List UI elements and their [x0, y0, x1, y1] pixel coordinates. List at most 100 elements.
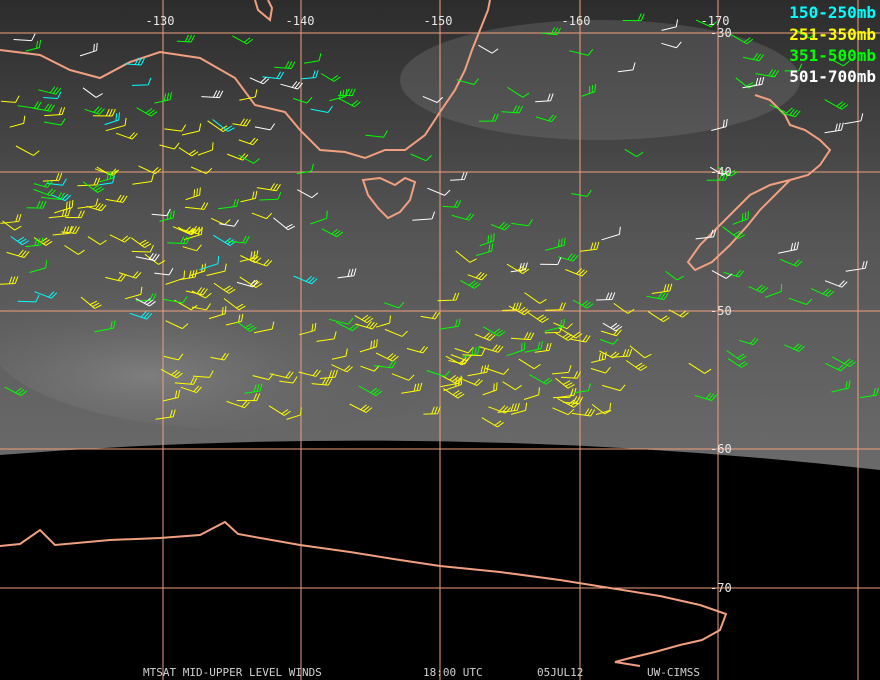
wind-barb — [365, 130, 388, 138]
longitude-label: -140 — [286, 14, 315, 28]
legend-entry: 351-500mb — [789, 46, 876, 65]
wind-barb — [299, 322, 317, 336]
wind-barb — [33, 188, 56, 197]
wind-barb — [33, 180, 53, 188]
wind-barb — [722, 226, 746, 239]
wind-barb — [479, 113, 499, 122]
footer-source: UW-CIMSS — [647, 666, 700, 679]
latitude-label: -30 — [710, 26, 732, 40]
wind-barb — [534, 342, 552, 353]
wind-barb — [462, 378, 483, 386]
wind-barb — [443, 387, 465, 399]
wind-barb — [286, 407, 302, 420]
wind-barb — [131, 77, 152, 86]
wind-barb — [160, 368, 183, 379]
wind-barb — [254, 321, 275, 334]
wind-barb — [600, 328, 622, 337]
wind-barb — [706, 172, 729, 181]
wind-barb — [180, 385, 202, 394]
wind-barb — [239, 276, 263, 288]
wind-barb — [159, 142, 180, 150]
wind-barb — [33, 237, 53, 246]
wind-barb — [506, 342, 526, 357]
wind-barb — [454, 346, 474, 354]
wind-barb — [321, 228, 344, 238]
wind-barb — [279, 376, 298, 384]
wind-barb — [591, 404, 612, 415]
wind-barb — [535, 93, 554, 103]
wind-barb — [455, 250, 477, 263]
wind-barb — [527, 312, 549, 323]
wind-barb — [624, 148, 644, 158]
wind-barb — [163, 389, 181, 402]
wind-barb — [529, 374, 553, 385]
wind-barb — [711, 270, 733, 279]
wind-barb — [280, 81, 303, 90]
wind-barb — [337, 88, 356, 97]
wind-barb — [206, 263, 227, 276]
wind-barb — [86, 202, 107, 212]
wind-barb — [240, 254, 262, 264]
wind-barb — [50, 193, 72, 202]
wind-barb — [164, 124, 187, 132]
wind-barb — [236, 393, 261, 402]
wind-barb — [129, 311, 153, 320]
wind-barb — [665, 271, 684, 281]
wind-barb — [581, 83, 596, 97]
wind-barb — [781, 108, 801, 118]
wind-barb — [552, 364, 572, 375]
wind-barb — [262, 71, 285, 80]
wind-barb — [138, 165, 162, 175]
wind-barb — [336, 321, 359, 332]
wind-barb — [511, 219, 533, 227]
wind-barb — [518, 358, 541, 370]
wind-barb — [375, 315, 392, 328]
wind-barb — [406, 345, 428, 354]
wind-barb — [437, 292, 460, 302]
wind-barb — [779, 258, 803, 267]
latitude-label: -60 — [710, 442, 732, 456]
wind-barb — [132, 173, 154, 185]
wind-barb — [554, 331, 575, 341]
wind-barb — [570, 334, 591, 343]
wind-barb — [274, 61, 296, 69]
wind-barb — [124, 57, 145, 66]
wind-barb — [555, 377, 575, 389]
wind-barb — [729, 33, 754, 45]
wind-barb — [501, 105, 524, 114]
wind-barb — [0, 214, 22, 224]
wind-barb — [476, 243, 494, 256]
wind-barb — [727, 358, 749, 368]
wind-barb — [420, 311, 440, 320]
wind-barb — [77, 198, 99, 209]
wind-barb — [462, 348, 486, 357]
wind-barb — [442, 200, 462, 208]
wind-barb — [726, 350, 747, 361]
wind-barb — [596, 292, 616, 301]
wind-barb — [571, 189, 592, 197]
wind-barb — [210, 217, 231, 226]
wind-barb — [251, 212, 273, 220]
wind-barb — [80, 296, 102, 309]
wind-barb — [319, 369, 339, 379]
wind-barb — [769, 104, 793, 114]
wind-barb — [574, 383, 591, 394]
wind-barb — [599, 338, 619, 345]
tasmania-coast — [361, 176, 417, 220]
wind-barb — [223, 298, 246, 311]
wind-barb — [131, 244, 154, 253]
wind-barb — [181, 123, 202, 136]
wind-barb — [256, 183, 281, 192]
wind-barb — [563, 396, 584, 405]
wind-barb — [825, 362, 847, 372]
wind-barb — [565, 268, 588, 277]
wind-barb — [131, 237, 152, 248]
wind-barb — [412, 211, 436, 221]
wind-barb — [238, 137, 259, 146]
wind-barb — [788, 297, 813, 305]
legend-entry: 251-350mb — [789, 25, 876, 44]
wind-barb — [239, 89, 258, 101]
wind-barb — [491, 222, 511, 231]
wind-barb — [174, 377, 198, 385]
wind-barb — [580, 241, 600, 252]
